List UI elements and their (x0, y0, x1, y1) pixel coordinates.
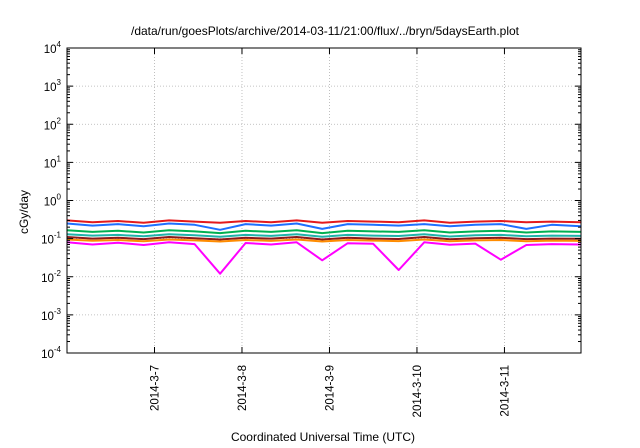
y-tick-label: 10-4 (41, 345, 61, 361)
x-tick-label: 2014-3-10 (412, 365, 424, 417)
series-line-3 (66, 229, 582, 235)
y-axis-label: cGy/day (17, 190, 31, 234)
x-tick-label: 2014-3-7 (149, 365, 161, 411)
series-line-1 (66, 219, 582, 224)
series-line-7 (66, 241, 582, 275)
y-tick-label: 101 (44, 154, 62, 170)
y-tick-label: 10-2 (41, 269, 61, 285)
y-tick-label: 102 (44, 116, 62, 132)
series-line-6 (66, 238, 582, 243)
y-tick-label: 100 (44, 193, 62, 209)
y-tick-label: 10-3 (41, 307, 61, 323)
x-tick-label: 2014-3-8 (237, 365, 249, 411)
y-tick-label: 104 (44, 40, 62, 56)
data-series (66, 219, 582, 275)
axis-ticks: 10-4 10-3 10-2 10-1 100 101 102 103 104 2014-3-7 2… (41, 40, 581, 417)
y-tick-label: 10-1 (41, 231, 61, 247)
series-line-5 (66, 236, 582, 241)
x-tick-label: 2014-3-9 (324, 365, 336, 411)
plot-frame (66, 47, 582, 354)
x-axis-label: Coordinated Universal Time (UTC) (231, 430, 415, 444)
y-tick-label: 103 (44, 78, 62, 94)
series-line-2 (66, 222, 582, 231)
x-tick-label: 2014-3-11 (499, 365, 511, 417)
series-line-4 (66, 233, 582, 238)
chart-title: /data/run/goesPlots/archive/2014-03-11/2… (131, 24, 520, 38)
grid-lines (67, 48, 581, 353)
